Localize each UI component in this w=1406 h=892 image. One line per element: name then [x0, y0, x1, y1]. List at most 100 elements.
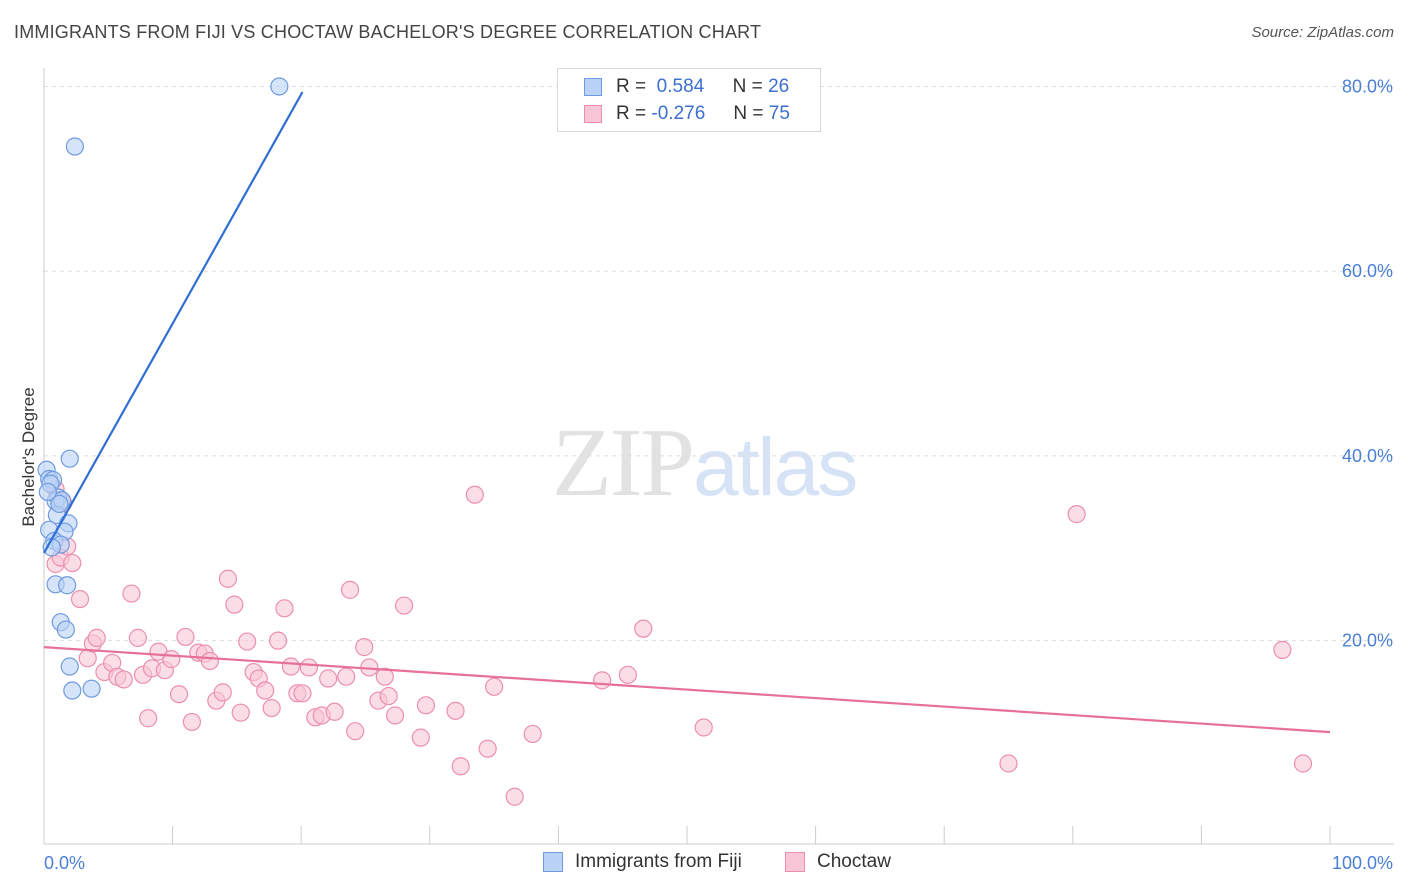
trend-lines: [43, 91, 1331, 734]
choctaw-point: [70, 589, 90, 609]
y-axis-label: Bachelor's Degree: [19, 387, 38, 526]
choctaw-point: [485, 677, 504, 696]
choctaw-point: [128, 628, 147, 647]
choctaw-point: [218, 569, 237, 588]
choctaw-point: [281, 657, 301, 676]
choctaw-point: [262, 698, 281, 718]
choctaw-point: [319, 669, 338, 688]
n-label: N =: [732, 76, 763, 97]
choctaw-point: [446, 701, 465, 720]
choctaw-point: [293, 684, 312, 703]
fiji-trend-line: [43, 91, 304, 554]
tick-labels: 20.0% 40.0% 60.0% 80.0% 0.0% 100.0%: [44, 76, 1393, 873]
choctaw-point: [182, 712, 201, 732]
choctaw-point: [999, 754, 1018, 773]
choctaw-legend-label: Choctaw: [817, 851, 891, 872]
stats-legend: R = 0.584 N = 26 R = -0.276 N = 75: [557, 68, 821, 132]
choctaw-point: [114, 670, 133, 689]
x-tick-label: 100.0%: [1332, 853, 1393, 873]
choctaw-point: [200, 651, 219, 671]
choctaw-point: [238, 632, 257, 651]
watermark-atlas: atlas: [693, 422, 858, 513]
fiji-point: [65, 137, 84, 156]
n-label: N =: [733, 103, 764, 124]
choctaw-points: [46, 480, 1313, 806]
choctaw-point: [340, 580, 360, 599]
choctaw-point: [122, 584, 141, 603]
fiji-point: [82, 679, 101, 698]
fiji-point: [60, 449, 79, 468]
choctaw-point: [63, 553, 82, 573]
choctaw-point: [176, 627, 195, 647]
choctaw-legend-swatch: [785, 852, 805, 872]
choctaw-point: [465, 485, 484, 504]
n-value: 26: [768, 76, 790, 97]
watermark: ZIPatlas: [552, 405, 858, 519]
choctaw-point: [375, 667, 394, 686]
r-label: R =: [616, 103, 647, 124]
legend-row-choctaw: R = -0.276 N = 75: [584, 102, 790, 126]
source-attribution: Source: ZipAtlas.com: [1251, 24, 1394, 41]
choctaw-point: [411, 728, 430, 747]
choctaw-point: [346, 722, 365, 741]
choctaw-point: [385, 706, 405, 725]
choctaw-point: [268, 631, 288, 650]
r-label: R =: [616, 76, 647, 97]
choctaw-point: [256, 681, 275, 700]
fiji-swatch: [584, 78, 602, 96]
r-value: 0.584: [656, 76, 705, 97]
series-legend: Immigrants from Fiji Choctaw: [0, 851, 1406, 877]
fiji-point: [63, 681, 82, 700]
gridlines: [44, 85, 1394, 642]
fiji-point: [56, 620, 75, 639]
fiji-point: [58, 576, 77, 595]
fiji-point: [60, 657, 79, 676]
legend-row-fiji: R = 0.584 N = 26: [584, 75, 789, 99]
choctaw-point: [213, 683, 232, 702]
choctaw-point: [337, 667, 356, 686]
fiji-point: [42, 538, 61, 557]
choctaw-trend-line: [43, 646, 1331, 734]
r-value: -0.276: [651, 103, 706, 124]
choctaw-point: [694, 718, 713, 737]
fiji-legend-swatch: [543, 852, 563, 872]
choctaw-point: [379, 686, 398, 706]
chart-title: IMMIGRANTS FROM FIJI VS CHOCTAW BACHELOR…: [14, 22, 762, 42]
choctaw-swatch: [584, 105, 602, 123]
y-tick-label: 20.0%: [1342, 631, 1393, 651]
choctaw-point: [87, 628, 106, 647]
choctaw-point: [478, 739, 497, 758]
watermark-zip: ZIP: [552, 409, 695, 517]
choctaw-point: [299, 658, 319, 677]
fiji-point: [270, 77, 289, 96]
legend-item-choctaw[interactable]: Choctaw: [785, 851, 891, 873]
choctaw-point: [162, 650, 181, 669]
choctaw-point: [325, 702, 344, 721]
choctaw-point: [593, 671, 612, 690]
choctaw-point: [225, 595, 244, 614]
n-value: 75: [768, 103, 790, 124]
choctaw-point: [451, 757, 470, 776]
y-tick-label: 80.0%: [1342, 76, 1393, 96]
y-tick-label: 40.0%: [1342, 446, 1393, 466]
choctaw-point: [275, 599, 294, 618]
y-tick-label: 60.0%: [1342, 261, 1393, 281]
choctaw-point: [1067, 505, 1086, 524]
choctaw-point: [618, 665, 637, 684]
choctaw-point: [505, 787, 524, 806]
choctaw-point: [634, 619, 653, 638]
choctaw-point: [416, 696, 436, 715]
choctaw-point: [523, 724, 542, 744]
axes: [43, 68, 1394, 845]
fiji-legend-label: Immigrants from Fiji: [575, 851, 742, 872]
choctaw-point: [139, 709, 158, 728]
choctaw-point: [1293, 754, 1313, 773]
choctaw-point: [231, 703, 250, 722]
x-tick-label: 0.0%: [44, 853, 85, 873]
choctaw-point: [355, 638, 374, 657]
legend-item-fiji[interactable]: Immigrants from Fiji: [543, 851, 742, 873]
choctaw-point: [394, 596, 414, 615]
choctaw-point: [169, 685, 189, 704]
choctaw-point: [1273, 640, 1292, 659]
